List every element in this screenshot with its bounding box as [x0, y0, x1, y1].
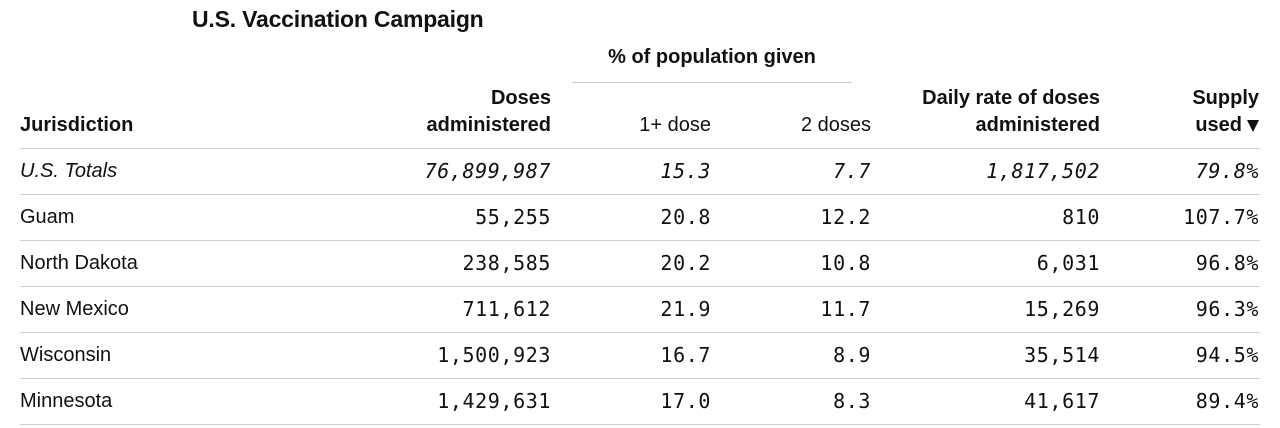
cell-two-doses-pct: 7.7	[833, 159, 871, 183]
cell-supply-used: 96.8%	[1195, 251, 1259, 275]
table-row: Wisconsin 1,500,923 16.7 8.9 35,514 94.5%	[0, 333, 1280, 379]
header-divider	[20, 148, 1260, 149]
cell-jurisdiction: New Mexico	[20, 298, 129, 320]
table-row: North Dakota 238,585 20.2 10.8 6,031 96.8%	[0, 241, 1280, 287]
cell-two-doses-pct: 11.7	[820, 297, 871, 321]
cell-one-dose-pct: 21.9	[660, 297, 711, 321]
column-header-two-doses[interactable]: 2 doses	[801, 112, 871, 139]
row-divider	[20, 378, 1260, 379]
cell-daily-rate: 810	[1062, 205, 1100, 229]
cell-doses-administered: 711,612	[462, 297, 551, 321]
cell-two-doses-pct: 12.2	[820, 205, 871, 229]
cell-daily-rate: 35,514	[1024, 343, 1100, 367]
row-divider	[20, 194, 1260, 195]
row-divider	[20, 240, 1260, 241]
table-row: Guam 55,255 20.8 12.2 810 107.7%	[0, 195, 1280, 241]
cell-doses-administered: 1,500,923	[437, 343, 551, 367]
cell-two-doses-pct: 8.9	[833, 343, 871, 367]
cell-daily-rate: 15,269	[1024, 297, 1100, 321]
cell-one-dose-pct: 15.3	[660, 159, 711, 183]
cell-one-dose-pct: 17.0	[660, 389, 711, 413]
column-header-doses-line1: Doses	[490, 87, 551, 109]
column-header-one-dose[interactable]: 1+ dose	[639, 112, 711, 139]
sort-descending-icon	[1247, 120, 1259, 132]
column-header-supply-line1: Supply	[1192, 87, 1259, 109]
table-row-totals: U.S. Totals 76,899,987 15.3 7.7 1,817,502 79.…	[0, 149, 1280, 195]
cell-supply-used: 96.3%	[1195, 297, 1259, 321]
column-header-jurisdiction-label: Jurisdiction	[20, 114, 134, 136]
cell-one-dose-pct: 16.7	[660, 343, 711, 367]
column-header-daily-line1: Daily rate of doses	[922, 87, 1100, 109]
column-header-supply-used[interactable]: Supply used	[1192, 85, 1259, 139]
cell-doses-administered: 1,429,631	[437, 389, 551, 413]
table-row: Minnesota 1,429,631 17.0 8.3 41,617 89.4%	[0, 379, 1280, 425]
row-divider	[20, 424, 1260, 425]
cell-jurisdiction: Wisconsin	[20, 344, 112, 366]
cell-doses-administered: 55,255	[475, 205, 551, 229]
cell-one-dose-pct: 20.2	[660, 251, 711, 275]
row-divider	[20, 286, 1260, 287]
cell-two-doses-pct: 10.8	[820, 251, 871, 275]
cell-doses-administered: 238,585	[462, 251, 551, 275]
cell-doses-administered: 76,899,987	[424, 159, 551, 183]
table-title: U.S. Vaccination Campaign	[192, 6, 484, 32]
cell-two-doses-pct: 8.3	[833, 389, 871, 413]
cell-daily-rate: 6,031	[1036, 251, 1100, 275]
cell-jurisdiction: Guam	[20, 206, 75, 228]
column-header-doses[interactable]: Doses administered	[427, 85, 551, 139]
column-header-supply-line2: used	[1195, 114, 1242, 136]
column-header-doses-line2: administered	[426, 114, 551, 136]
cell-supply-used: 79.8%	[1195, 159, 1259, 183]
row-divider	[20, 332, 1260, 333]
column-header-jurisdiction[interactable]: Jurisdiction	[20, 112, 133, 139]
cell-supply-used: 107.7%	[1183, 205, 1259, 229]
column-header-two-doses-label: 2 doses	[800, 114, 871, 136]
cell-jurisdiction: U.S. Totals	[20, 160, 118, 182]
population-group-header: % of population given	[608, 46, 816, 68]
column-header-daily-line2: administered	[975, 114, 1100, 136]
cell-daily-rate: 1,817,502	[986, 159, 1100, 183]
table-row: New Mexico 711,612 21.9 11.7 15,269 96.3%	[0, 287, 1280, 333]
cell-daily-rate: 41,617	[1024, 389, 1100, 413]
cell-one-dose-pct: 20.8	[660, 205, 711, 229]
cell-jurisdiction: North Dakota	[20, 252, 138, 274]
cell-jurisdiction: Minnesota	[20, 390, 113, 412]
column-header-one-dose-label: 1+ dose	[639, 114, 711, 136]
column-header-daily-rate[interactable]: Daily rate of doses administered	[922, 85, 1100, 139]
cell-supply-used: 89.4%	[1195, 389, 1259, 413]
cell-supply-used: 94.5%	[1195, 343, 1259, 367]
group-header-divider	[572, 82, 852, 83]
